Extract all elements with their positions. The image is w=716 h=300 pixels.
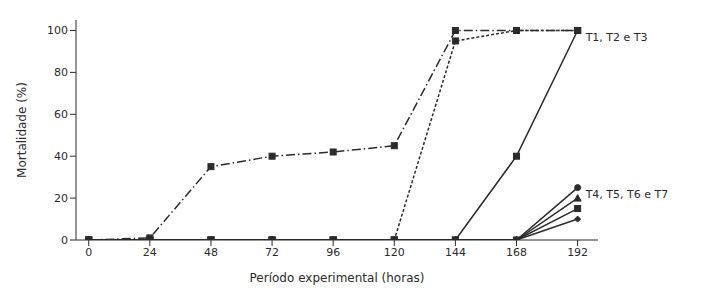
svg-text:192: 192 [567, 246, 588, 259]
svg-text:72: 72 [265, 246, 279, 259]
svg-text:T4, T5, T6 e T7: T4, T5, T6 e T7 [585, 188, 669, 201]
svg-text:144: 144 [445, 246, 466, 259]
svg-text:T1, T2 e T3: T1, T2 e T3 [585, 31, 648, 44]
svg-text:60: 60 [54, 108, 68, 121]
svg-text:100: 100 [47, 24, 68, 37]
svg-text:Mortalidade (%): Mortalidade (%) [15, 82, 29, 178]
svg-text:0: 0 [85, 246, 92, 259]
svg-text:24: 24 [143, 246, 157, 259]
svg-text:0: 0 [61, 234, 68, 247]
svg-text:120: 120 [384, 246, 405, 259]
svg-text:Período experimental (horas): Período experimental (horas) [250, 271, 425, 285]
svg-text:20: 20 [54, 192, 68, 205]
svg-text:80: 80 [54, 66, 68, 79]
svg-text:96: 96 [326, 246, 340, 259]
svg-text:48: 48 [204, 246, 218, 259]
svg-text:40: 40 [54, 150, 68, 163]
svg-text:168: 168 [506, 246, 527, 259]
